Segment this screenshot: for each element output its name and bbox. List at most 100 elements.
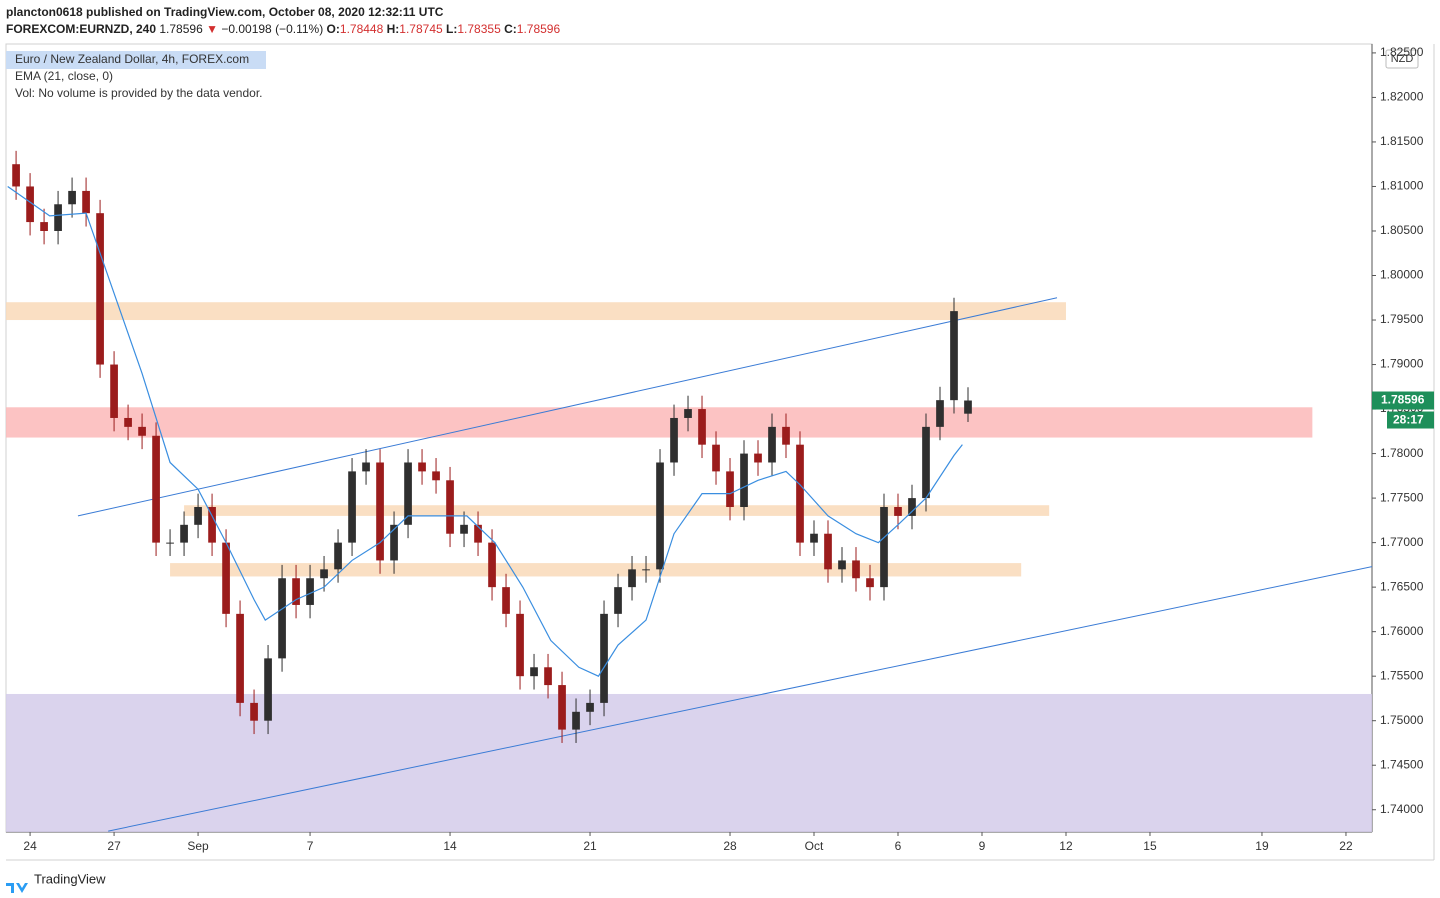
trendline [108,566,1372,832]
x-tick-label: 15 [1143,839,1157,853]
zone [6,302,1066,321]
candle-body [698,409,706,445]
candle-body [362,462,370,472]
candle-body [376,462,384,561]
legend-title: Euro / New Zealand Dollar, 4h, FOREX.com [15,52,249,66]
candle-body [530,667,538,677]
candle-body [544,667,552,686]
y-tick-label: 1.75000 [1380,713,1424,727]
x-tick-label: 27 [107,839,121,853]
x-tick-label: 28 [723,839,737,853]
candle-body [138,426,146,436]
candle-body [838,560,846,570]
candle-body [488,542,496,588]
candle-body [208,507,216,543]
legend-ema: EMA (21, close, 0) [15,69,113,83]
c-label: C: [504,22,517,36]
y-tick-label: 1.81500 [1380,134,1424,148]
x-tick-label: Sep [187,839,209,853]
logo-icon [6,883,28,893]
candle-body [894,507,902,516]
candle-body [908,498,916,516]
price: 1.78596 [159,22,203,36]
x-tick-label: 12 [1059,839,1073,853]
brand: TradingView [34,871,106,886]
candle-body [110,364,118,418]
y-tick-label: 1.81000 [1380,179,1424,193]
zone [6,407,1313,438]
x-tick-label: 19 [1255,839,1269,853]
candle-body [152,435,160,543]
candle-body [824,533,832,570]
candle-body [600,613,608,703]
x-tick-label: 7 [307,839,314,853]
candle-body [166,542,174,544]
candle-body [922,426,930,499]
footer-logo: TradingView [6,871,106,893]
candle-body [740,453,748,508]
zone [184,505,1050,516]
candle-body [768,426,776,463]
candle-body [278,578,286,659]
candle-body [586,702,594,712]
candle-body [180,524,188,543]
candle-body [810,533,818,543]
candle-body [670,417,678,463]
y-tick-label: 1.74000 [1380,802,1424,816]
y-tick-label: 1.80500 [1380,223,1424,237]
x-tick-label: 24 [23,839,37,853]
candle-body [684,409,692,418]
candle-body [12,164,20,187]
candle-body [796,444,804,543]
candle-body [782,426,790,445]
h-value: 1.78745 [399,22,443,36]
header-line: plancton0618 published on TradingView.co… [6,5,443,19]
x-tick-label: 9 [979,839,986,853]
y-tick-label: 1.78000 [1380,446,1424,460]
c-value: 1.78596 [516,22,561,36]
candle-body [236,613,244,703]
change: −0.00198 (−0.11%) [221,22,324,36]
currency-badge [1385,49,1419,69]
y-tick-label: 1.80000 [1380,268,1424,282]
trendline [77,297,1058,517]
y-tick-label: 1.77500 [1380,490,1424,504]
o-label: O: [326,22,340,36]
candle-body [866,578,874,588]
published: plancton0618 published on TradingView.co… [6,5,444,19]
candle-body [96,213,104,365]
candle-body [950,311,958,401]
candle-body [264,658,272,721]
currency: NZD [1391,53,1414,65]
candle-body [880,507,888,588]
candle-body [964,400,972,414]
candle-body [656,462,664,570]
candle-body [852,560,860,579]
candle-body [754,453,762,463]
x-tick-label: 6 [895,839,902,853]
candle-body [404,462,412,525]
candle-body [572,711,580,730]
l-value: 1.78355 [457,22,501,36]
candle-body [124,417,132,427]
legend-vol: Vol: No volume is provided by the data v… [15,86,262,100]
candle-body [390,524,398,561]
candle-body [712,444,720,472]
y-tick-label: 1.76500 [1380,579,1424,593]
candle-body [68,190,76,205]
candle-body [320,569,328,579]
candle-body [614,587,622,614]
y-tick-label: 1.77000 [1380,535,1424,549]
plot [6,150,1372,832]
candle-body [40,222,48,231]
y-tick-label: 1.79000 [1380,357,1424,371]
candle-body [194,507,202,525]
candle-body [250,702,258,721]
candle-body [642,569,650,571]
countdown-badge [1387,411,1434,429]
header-line: FOREXCOM:EURNZD, 240 1.78596 ▼ −0.00198 … [6,22,560,36]
y-tick-label: 1.75500 [1380,668,1424,682]
candle-body [292,578,300,605]
last-price-badge [1372,391,1434,410]
